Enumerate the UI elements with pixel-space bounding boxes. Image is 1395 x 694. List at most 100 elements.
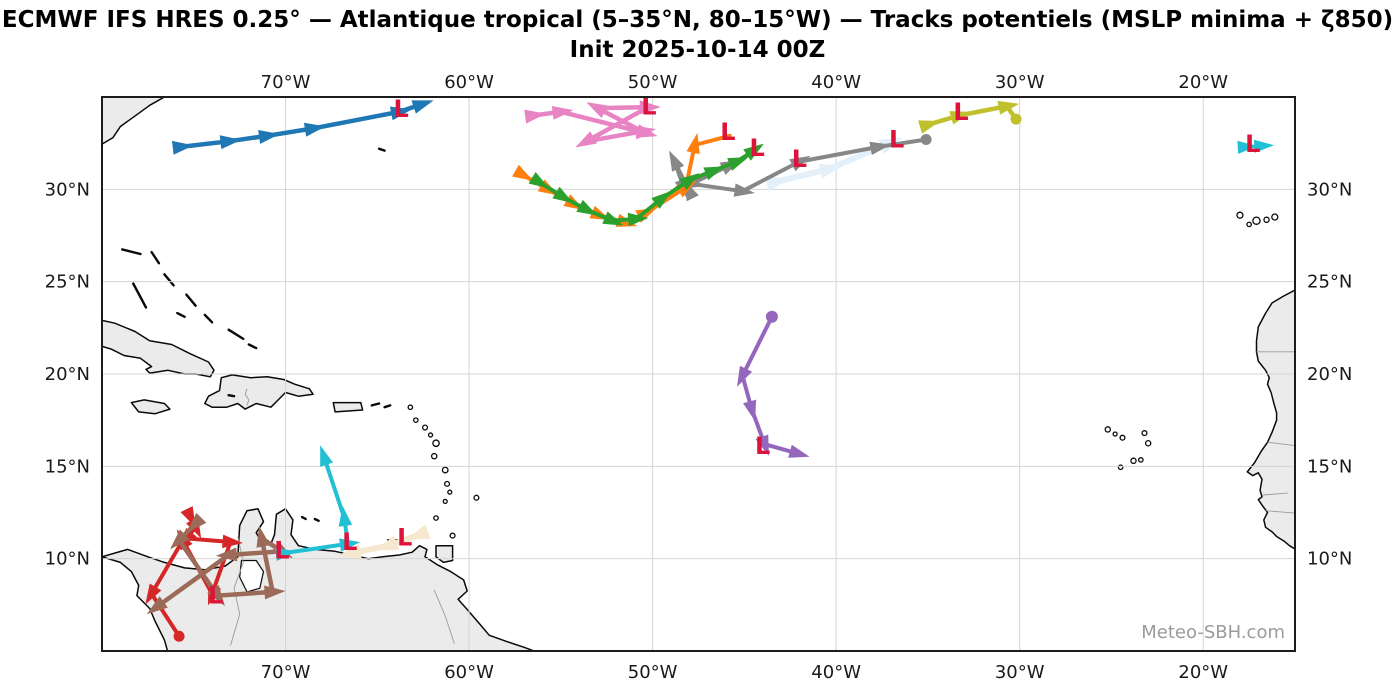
track-line	[178, 102, 424, 150]
track-arrow	[524, 109, 547, 124]
track-arrow	[222, 534, 243, 549]
land-trinidad	[435, 544, 454, 564]
island-bermuda	[377, 147, 386, 152]
island-st-kitts	[413, 417, 419, 424]
island-canary-2	[1246, 221, 1252, 228]
island-grenada-arc	[442, 498, 448, 505]
x-tick-label-top: 20°W	[1178, 72, 1228, 93]
track-arrow	[789, 155, 811, 172]
track-cyan	[274, 445, 361, 561]
track-arrow	[375, 535, 400, 551]
track-arrow	[627, 212, 649, 227]
x-tick-label-bottom: 50°W	[628, 662, 678, 683]
track-arrow	[949, 111, 972, 125]
island-st-vincent	[447, 489, 453, 495]
island-abaco	[150, 250, 161, 265]
track-line	[281, 455, 350, 556]
low-marker-brown: L	[274, 536, 289, 564]
tick-labels: 70°W 70°W 60°W 60°W 50°W 50°W 40°W 40°W 30°W 30°W…	[45, 72, 1353, 683]
track-arrow	[703, 166, 725, 181]
watermark: Meteo-SBH.com	[1141, 622, 1285, 643]
track-arrow	[256, 525, 271, 548]
low-marker-olive: L	[953, 98, 968, 126]
island-cape-verde-1	[1104, 426, 1112, 433]
y-tick-label-right: 25°N	[1307, 272, 1352, 293]
x-tick-label-top: 40°W	[811, 72, 861, 93]
track-arrow	[264, 585, 286, 600]
island-antigua	[421, 424, 429, 431]
gridlines	[102, 97, 1295, 651]
low-marker-pink: L	[641, 92, 656, 120]
island-anguilla	[407, 404, 414, 411]
low-marker-orange: L	[720, 118, 735, 146]
track-line	[154, 521, 285, 609]
island-guadeloupe	[432, 439, 440, 448]
track-arrow	[170, 529, 190, 550]
track-arrow	[320, 445, 334, 467]
land-florida-us-coast	[102, 97, 166, 145]
track-arrow	[258, 130, 280, 144]
x-tick-label-bottom: 20°W	[1178, 662, 1228, 683]
island-cape-verde-2	[1112, 431, 1118, 437]
track-green	[528, 143, 764, 227]
land-cuba	[102, 319, 215, 378]
x-tick-label-bottom: 30°W	[995, 662, 1045, 683]
track-arrow	[586, 102, 609, 119]
senegal-gbissau-border	[1265, 510, 1295, 514]
land-jamaica	[130, 399, 171, 415]
island-barbados	[473, 494, 480, 501]
y-tick-label-right: 30°N	[1307, 179, 1352, 200]
track-arrow	[818, 163, 843, 179]
tracks	[145, 100, 1275, 642]
island-canary-3	[1252, 216, 1261, 225]
venezuela-guyana-border	[433, 589, 455, 644]
track-arrow	[733, 183, 755, 197]
track-arrow	[639, 100, 661, 115]
y-tick-label-left: 15°N	[45, 456, 90, 477]
track-arrow	[512, 164, 534, 181]
x-tick-label-bottom: 60°W	[444, 662, 494, 683]
low-marker-cyan-short: L	[1245, 130, 1260, 158]
track-arrow	[686, 132, 700, 155]
track-arrow	[339, 538, 361, 552]
track-arrow	[411, 100, 434, 114]
island-bonaire	[313, 517, 320, 522]
island-cape-verde-6	[1117, 464, 1124, 471]
track-arrow	[869, 141, 891, 156]
track-arrow	[406, 524, 431, 540]
track-start-dot	[765, 310, 778, 323]
island-canary-1	[1236, 211, 1244, 219]
low-marker-green: L	[750, 134, 765, 162]
y-tick-label-right: 10°N	[1307, 549, 1352, 570]
land-africa	[1246, 289, 1295, 550]
track-arrow	[743, 399, 757, 422]
gambia-border	[1262, 492, 1288, 496]
low-marker-wheat: L	[397, 524, 412, 552]
x-tick-label-top: 60°W	[444, 72, 494, 93]
y-tick-label-left: 20°N	[45, 364, 90, 385]
track-arrow	[528, 171, 550, 189]
track-arrow	[575, 131, 598, 148]
track-line	[925, 103, 1019, 127]
island-canary-5	[1271, 213, 1279, 221]
track-arrow	[207, 584, 225, 607]
track-arrow	[736, 365, 753, 387]
y-tick-label-left: 30°N	[45, 179, 90, 200]
island-gonave	[227, 394, 236, 398]
island-exuma	[176, 311, 186, 318]
track-arrow	[1237, 140, 1258, 154]
track-arrow	[303, 122, 326, 137]
island-crooked-island	[203, 313, 214, 324]
island-st-lucia	[444, 480, 451, 487]
island-cape-verde-4	[1141, 430, 1148, 437]
lake-maracaibo	[239, 559, 265, 593]
track-arrow	[743, 143, 764, 161]
track-arrow	[678, 173, 700, 191]
track-arrow	[145, 583, 162, 605]
mauritania-senegal-border	[1267, 441, 1295, 447]
island-andros	[131, 282, 148, 309]
